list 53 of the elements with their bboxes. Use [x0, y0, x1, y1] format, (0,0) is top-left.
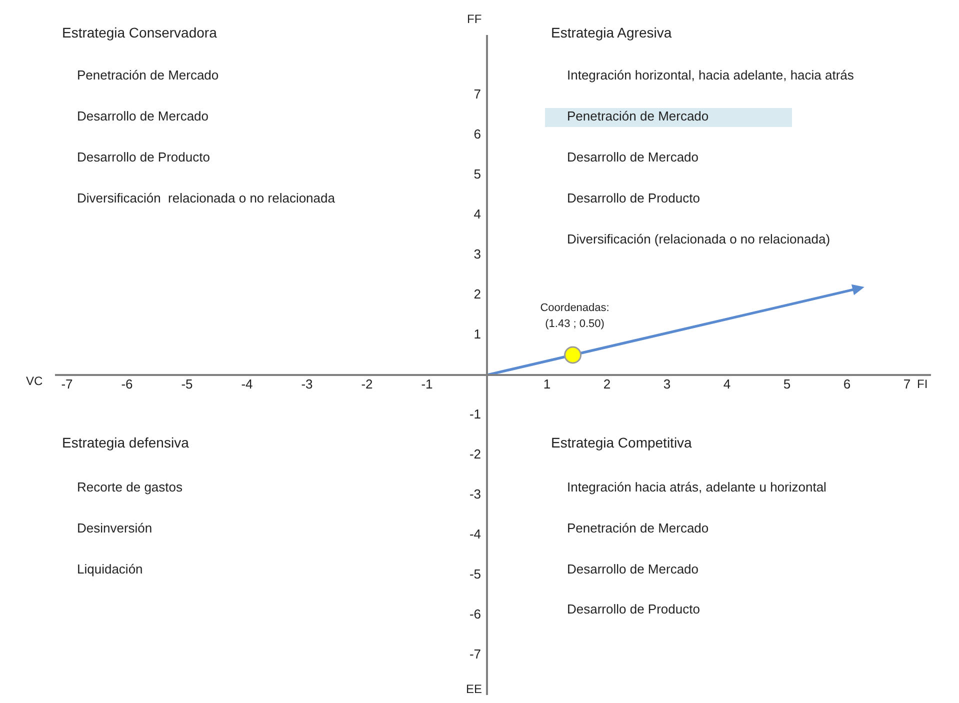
annotation: Diversificación (relacionada o no relacionada)	[567, 231, 830, 246]
annotation: Desarrollo de Producto	[567, 190, 700, 206]
annotation: Desinversión	[77, 520, 152, 536]
x-tick-label: 3	[663, 376, 671, 392]
y-tick-label: 2	[474, 286, 481, 302]
y-tick-label: 6	[474, 126, 481, 142]
annotation: Liquidación	[77, 561, 143, 576]
annotation: Recorte de gastos	[77, 479, 184, 494]
y-tick-label: -1	[469, 406, 481, 422]
y-tick-label: 5	[474, 166, 481, 182]
y-tick-label: -6	[469, 606, 481, 622]
y-tick-label: 7	[474, 86, 481, 102]
annotation: Estrategia Agresiva	[551, 24, 672, 41]
x-tick-label: 6	[843, 376, 851, 392]
y-tick-label: 4	[474, 206, 481, 222]
x-tick-label: 5	[783, 376, 791, 392]
annotation: Penetración de Mercado	[567, 520, 709, 536]
y-tick-label: -2	[469, 446, 481, 462]
annotation: Estrategia Competitiva	[551, 434, 692, 451]
y-tick-label: -5	[469, 566, 481, 582]
y-tick-label: -7	[469, 646, 481, 662]
text: VC	[26, 374, 44, 388]
annotation: Desarrollo de Mercado	[567, 149, 699, 164]
y-tick-label: 3	[474, 246, 481, 262]
y-tick-label: -4	[469, 526, 481, 542]
annotation: Desarrollo de Mercado	[567, 561, 699, 576]
x-tick-label: -6	[121, 376, 133, 392]
x-tick-label: 2	[603, 376, 611, 392]
annotation: Estrategia defensiva	[62, 434, 190, 451]
y-axis-title: FF	[467, 12, 482, 26]
x-tick-label: 4	[723, 376, 731, 392]
x-tick-label: -5	[181, 376, 193, 392]
annotation: EE	[466, 682, 482, 696]
annotation: Diversificación relacionada o no relacionada	[77, 190, 336, 206]
annotation: Integración horizontal, hacia adelante, hacia atrás	[567, 67, 854, 82]
x-tick-label: -2	[361, 376, 373, 392]
x-tick-label: 1	[543, 376, 551, 392]
y-tick-label: 1	[474, 326, 481, 342]
annotation: Coordenadas: (1.43 ; 0.50)	[540, 302, 610, 330]
x-tick-label: -7	[61, 376, 73, 392]
annotation: Desarrollo de Mercado	[77, 108, 209, 124]
annotation: Integración hacia atrás, adelante u horizontal	[567, 479, 827, 494]
x-tick-label: -1	[421, 376, 433, 392]
annotation: Estrategia Conservadora	[62, 24, 218, 41]
y-tick-label: -3	[469, 486, 481, 502]
x-tick-label: -3	[301, 376, 313, 392]
annotation: Penetración de Mercado	[567, 108, 709, 124]
annotation: Desarrollo de Producto	[77, 149, 210, 164]
x-axis-title: FI	[917, 377, 928, 392]
annotation: Penetración de Mercado	[77, 67, 219, 82]
x-tick-label: -4	[241, 376, 253, 392]
x-tick-label: 7	[903, 376, 911, 392]
annotation: Desarrollo de Producto	[567, 601, 700, 616]
